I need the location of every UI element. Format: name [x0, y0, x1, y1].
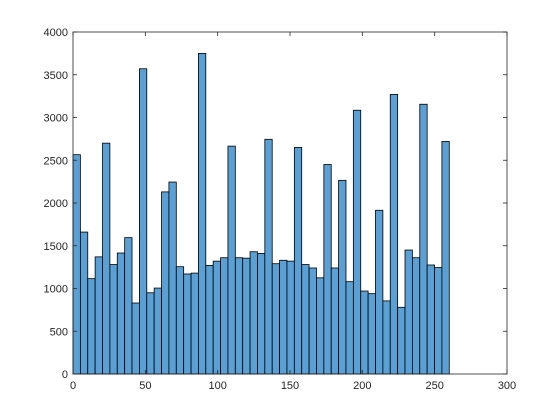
y-tick-label: 4000	[44, 27, 68, 39]
histogram-bar	[301, 264, 310, 375]
histogram-bar	[316, 277, 325, 375]
histogram-bar	[175, 266, 185, 375]
y-tick-label: 3000	[44, 113, 68, 125]
histogram-bar	[389, 94, 399, 375]
y-tick-label: 2500	[44, 155, 68, 167]
histogram-bar	[205, 265, 214, 375]
histogram-bar	[338, 179, 347, 375]
histogram-bar	[242, 257, 251, 375]
x-tick-label: 200	[353, 380, 371, 392]
histogram-bar	[434, 267, 443, 375]
histogram-bar	[323, 164, 332, 375]
histogram-bar	[330, 267, 340, 375]
histogram-bar	[404, 249, 413, 375]
histogram-bar	[293, 147, 303, 375]
histogram-bar	[367, 293, 376, 375]
histogram-bar	[286, 260, 295, 375]
histogram-bar	[352, 109, 362, 375]
y-tick-label: 3500	[44, 70, 68, 82]
histogram-bar	[138, 68, 148, 375]
histogram-bar	[102, 142, 111, 375]
histogram-bar	[382, 300, 391, 375]
x-tick-label: 0	[70, 380, 76, 392]
histogram-bar	[161, 191, 170, 375]
histogram-bar	[419, 103, 428, 375]
y-tick-label: 0	[62, 369, 68, 381]
histogram-bar	[271, 263, 280, 375]
histogram-bar	[198, 52, 207, 375]
histogram-bar	[345, 281, 354, 375]
histogram-bar	[131, 302, 140, 375]
x-tick-label: 250	[425, 380, 443, 392]
y-axis-ticks: 0 500 1000 1500 2000 2500 3000 3500 4000	[44, 27, 507, 381]
histogram-bar	[257, 253, 266, 375]
histogram-bar	[426, 264, 435, 375]
histogram-bar	[375, 209, 384, 375]
x-tick-label: 50	[139, 380, 151, 392]
histogram-bar	[411, 257, 421, 375]
histogram-bar	[153, 287, 162, 375]
histogram-bar	[441, 141, 450, 375]
histogram-bar	[264, 138, 273, 375]
histogram-bar	[109, 264, 118, 375]
axes-box	[72, 31, 508, 375]
histogram-bar	[190, 272, 199, 375]
y-tick-label: 1000	[44, 284, 68, 296]
y-tick-label: 1500	[44, 241, 68, 253]
histogram-bar	[397, 306, 406, 375]
histogram-bar	[249, 251, 258, 375]
y-tick-label: 2000	[44, 198, 68, 210]
histogram-bar	[183, 273, 192, 375]
histogram-bar	[116, 252, 126, 375]
histogram-bar	[220, 257, 229, 375]
histogram-bar	[168, 181, 177, 375]
histogram-bar	[79, 231, 89, 375]
x-tick-label: 300	[498, 380, 516, 392]
x-tick-label: 150	[281, 380, 299, 392]
histogram-bar	[146, 292, 155, 375]
histogram-bar	[360, 290, 369, 375]
histogram-bar	[94, 256, 103, 375]
histogram-bar	[234, 257, 244, 375]
histogram-bar	[87, 278, 96, 375]
histogram-bar	[124, 237, 133, 375]
histogram-bar	[72, 154, 81, 375]
x-tick-label: 100	[208, 380, 226, 392]
y-tick-label: 500	[50, 326, 68, 338]
histogram-bar	[308, 267, 317, 375]
histogram-bar	[227, 145, 236, 375]
histogram-bar	[212, 260, 221, 375]
histogram-bar	[279, 259, 288, 375]
x-axis-ticks: 0 50 100 150 200 250 300	[70, 32, 516, 392]
